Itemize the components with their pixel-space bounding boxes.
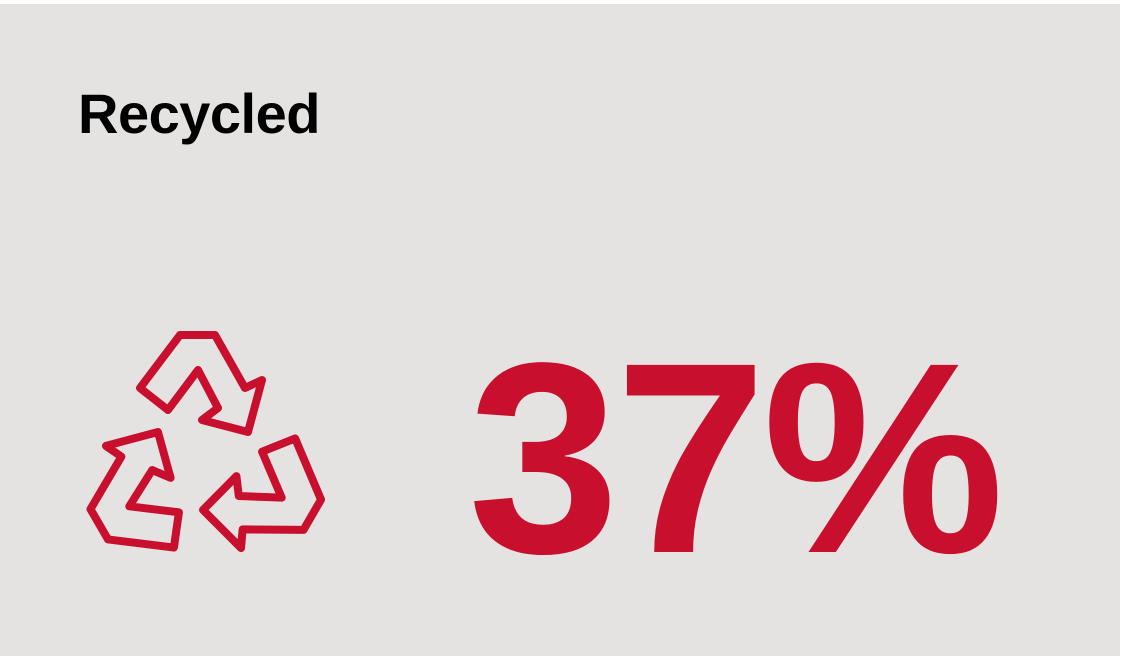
- recycle-arrow: [86, 428, 183, 552]
- stat-card: Recycled 37%: [0, 4, 1120, 656]
- card-title: Recycled: [78, 82, 320, 145]
- recycle-arrow: [136, 331, 266, 436]
- recycle-icon: [86, 331, 326, 553]
- recycle-arrow: [199, 434, 326, 553]
- stat-value: 37%: [468, 306, 1004, 610]
